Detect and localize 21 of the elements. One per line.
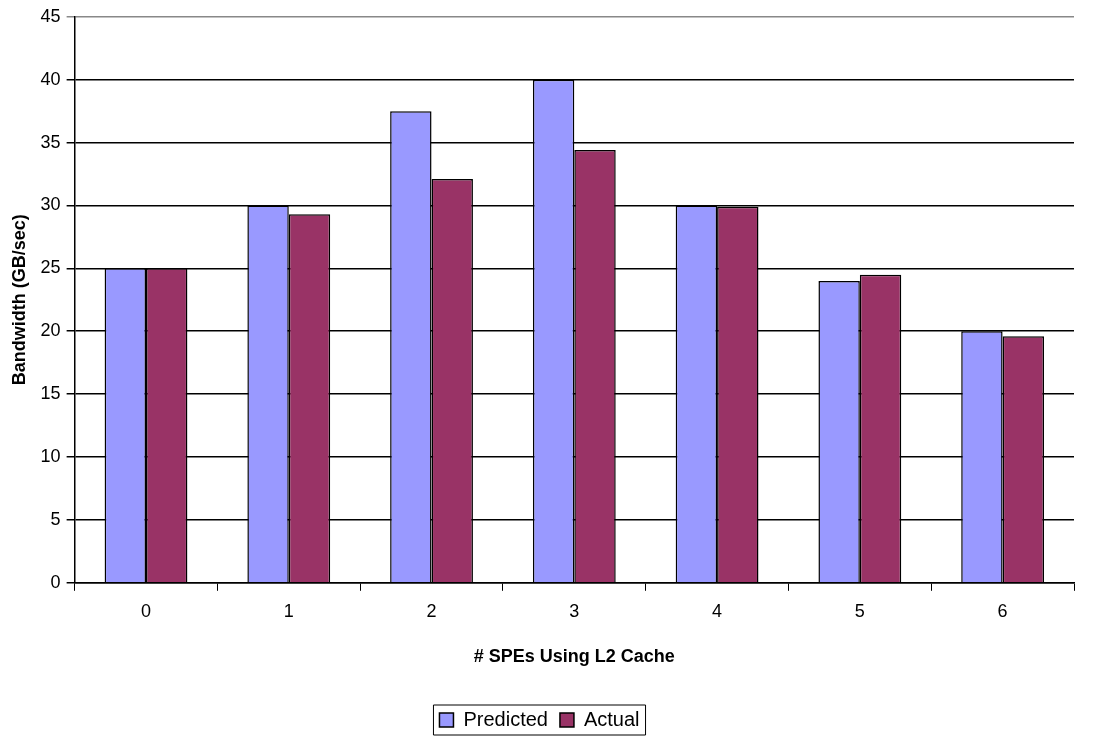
y-tick-label: 10 xyxy=(40,445,61,466)
x-tick-label: 0 xyxy=(141,600,152,621)
y-tick-label: 35 xyxy=(40,131,61,152)
y-axis-title: Bandwidth (GB/sec) xyxy=(8,214,29,386)
y-tick-label: 45 xyxy=(40,5,61,26)
x-tick-label: 2 xyxy=(426,600,437,621)
x-tick-label: 6 xyxy=(997,600,1008,621)
x-tick-label: 5 xyxy=(854,600,865,621)
x-tick-label: 3 xyxy=(569,600,580,621)
y-tick-label: 15 xyxy=(40,383,61,404)
y-tick-label: 30 xyxy=(40,194,61,215)
y-tick-label: 20 xyxy=(40,320,61,341)
y-tick-label: 40 xyxy=(40,68,61,89)
legend-label: Actual xyxy=(583,707,640,730)
x-axis-title: # SPEs Using L2 Cache xyxy=(473,646,675,667)
y-tick-label: 5 xyxy=(50,508,61,529)
legend-label: Predicted xyxy=(463,707,548,730)
y-tick-label: 0 xyxy=(50,571,61,592)
y-tick-label: 25 xyxy=(40,257,61,278)
x-tick-label: 4 xyxy=(712,600,723,621)
x-tick-label: 1 xyxy=(283,600,294,621)
